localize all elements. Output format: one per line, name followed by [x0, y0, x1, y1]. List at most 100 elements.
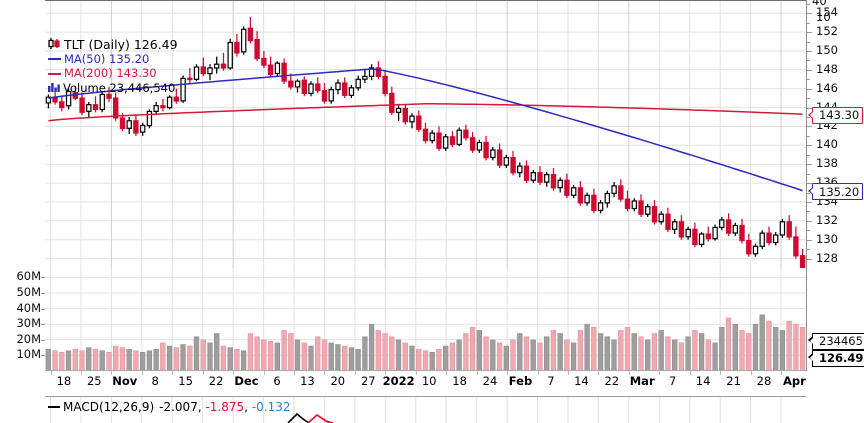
volume-bar	[604, 336, 610, 371]
volume-bar	[665, 336, 671, 371]
price-axis-minor-tick	[807, 41, 810, 43]
date-axis-label: 15	[178, 374, 193, 388]
price-axis-minor-tick	[807, 22, 810, 24]
volume-bar	[766, 320, 772, 371]
price-axis-minor-tick	[807, 258, 810, 260]
price-axis-minor-tick	[807, 211, 810, 213]
macd-chart-panel[interactable]	[45, 397, 806, 423]
price-axis-tick: 136	[816, 175, 838, 190]
candle	[234, 41, 240, 54]
volume-axis-tick-mark	[41, 308, 45, 310]
volume-axis-tick: 60M	[16, 269, 41, 284]
flag-pointer-inner	[809, 188, 813, 195]
legend-ma200-label: MA(200) 143.30	[64, 66, 157, 81]
volume-bar	[214, 333, 220, 371]
volume-bar	[382, 333, 388, 371]
candle	[173, 96, 179, 102]
macd-hist-value: -0.132	[251, 400, 291, 414]
price-axis-tick: 140	[816, 137, 838, 152]
candle	[799, 255, 806, 268]
legend-symbol-label: TLT (Daily) 126.49	[64, 37, 178, 52]
candle	[752, 245, 759, 255]
volume-bar	[187, 345, 193, 371]
volume-bar	[429, 352, 435, 371]
macd-line	[287, 412, 310, 423]
volume-bar	[193, 336, 200, 371]
volume-bar	[139, 352, 146, 371]
candle	[476, 141, 483, 151]
volume-bar	[712, 342, 718, 371]
date-axis-label: 18	[452, 374, 467, 388]
volume-bar	[705, 339, 711, 371]
candle	[732, 224, 739, 234]
price-axis-tick: 152	[816, 24, 838, 39]
candle	[678, 221, 685, 238]
candle	[746, 240, 752, 255]
ma50-value-flag-text: 135.20	[819, 184, 860, 199]
volume-value-axis: 60M 50M 40M 30M 20M 10M	[0, 268, 45, 371]
volume-bar	[126, 348, 132, 371]
candle	[79, 97, 85, 113]
price-axis-minor-tick	[807, 164, 810, 166]
macd-legend: MACD(12,26,9) -2.007 , -1.875 , -0.132	[48, 400, 290, 414]
volume-bar	[570, 342, 577, 371]
volume-bar	[348, 347, 355, 371]
ma200-line	[48, 103, 803, 122]
volume-bar	[52, 350, 58, 371]
date-axis-tick-mark	[568, 371, 569, 375]
price-axis-tick: 142	[816, 118, 838, 133]
candle	[429, 132, 435, 142]
flag-pointer-inner	[809, 354, 813, 361]
price-axis-minor-tick	[807, 60, 810, 62]
volume-bar	[678, 342, 685, 371]
candle	[658, 213, 664, 223]
volume-bar	[267, 341, 274, 371]
volume-bar	[779, 330, 786, 371]
volume-axis-tick-mark	[41, 355, 45, 357]
volume-bar	[443, 345, 449, 371]
price-axis-tick: 132	[816, 212, 838, 227]
date-axis-tick-mark	[720, 371, 722, 375]
candle	[200, 66, 206, 75]
candle	[153, 105, 159, 112]
candle	[193, 66, 200, 80]
volume-bar	[92, 348, 99, 371]
price-plot-area	[45, 0, 806, 268]
volume-bar	[409, 345, 415, 371]
macd-value: -2.007	[159, 400, 198, 414]
candle	[321, 89, 328, 102]
volume-bar	[227, 347, 233, 371]
volume-axis-tick: 50M	[16, 284, 41, 299]
volume-bar	[207, 342, 213, 371]
date-axis-label: 2022	[382, 374, 415, 388]
candle	[759, 232, 765, 247]
volume-bar	[274, 342, 280, 371]
price-axis-minor-tick	[807, 50, 810, 52]
date-axis-tick-mark	[354, 371, 356, 375]
date-axis[interactable]: 18 25 Nov 8 15 22 Dec 6 13 20 27 2022 10 18 24 Feb 7 14 22…	[45, 371, 806, 397]
price-axis-minor-tick	[807, 3, 810, 5]
date-axis-tick-mark	[202, 371, 204, 375]
date-axis-tick-mark	[172, 371, 174, 375]
legend-row-ma200: MA(200) 143.30	[48, 67, 178, 81]
date-axis-tick-mark	[80, 371, 82, 375]
candle	[395, 107, 402, 113]
price-chart-panel[interactable]	[45, 0, 806, 268]
volume-chart-panel[interactable]	[45, 268, 806, 371]
date-axis-label: 7	[669, 374, 677, 388]
price-axis-tick: 138	[816, 156, 838, 171]
date-axis-tick-mark	[628, 371, 630, 375]
volume-bar	[321, 339, 328, 371]
volume-bar	[342, 345, 348, 371]
volume-bar	[692, 330, 698, 371]
candle	[389, 92, 395, 113]
date-axis-label: Feb	[508, 374, 533, 388]
price-axis-minor-tick	[807, 154, 810, 156]
volume-bar	[503, 345, 509, 371]
candle	[288, 80, 294, 88]
candle	[557, 179, 563, 189]
candle	[133, 120, 139, 134]
volume-bar	[658, 330, 664, 371]
